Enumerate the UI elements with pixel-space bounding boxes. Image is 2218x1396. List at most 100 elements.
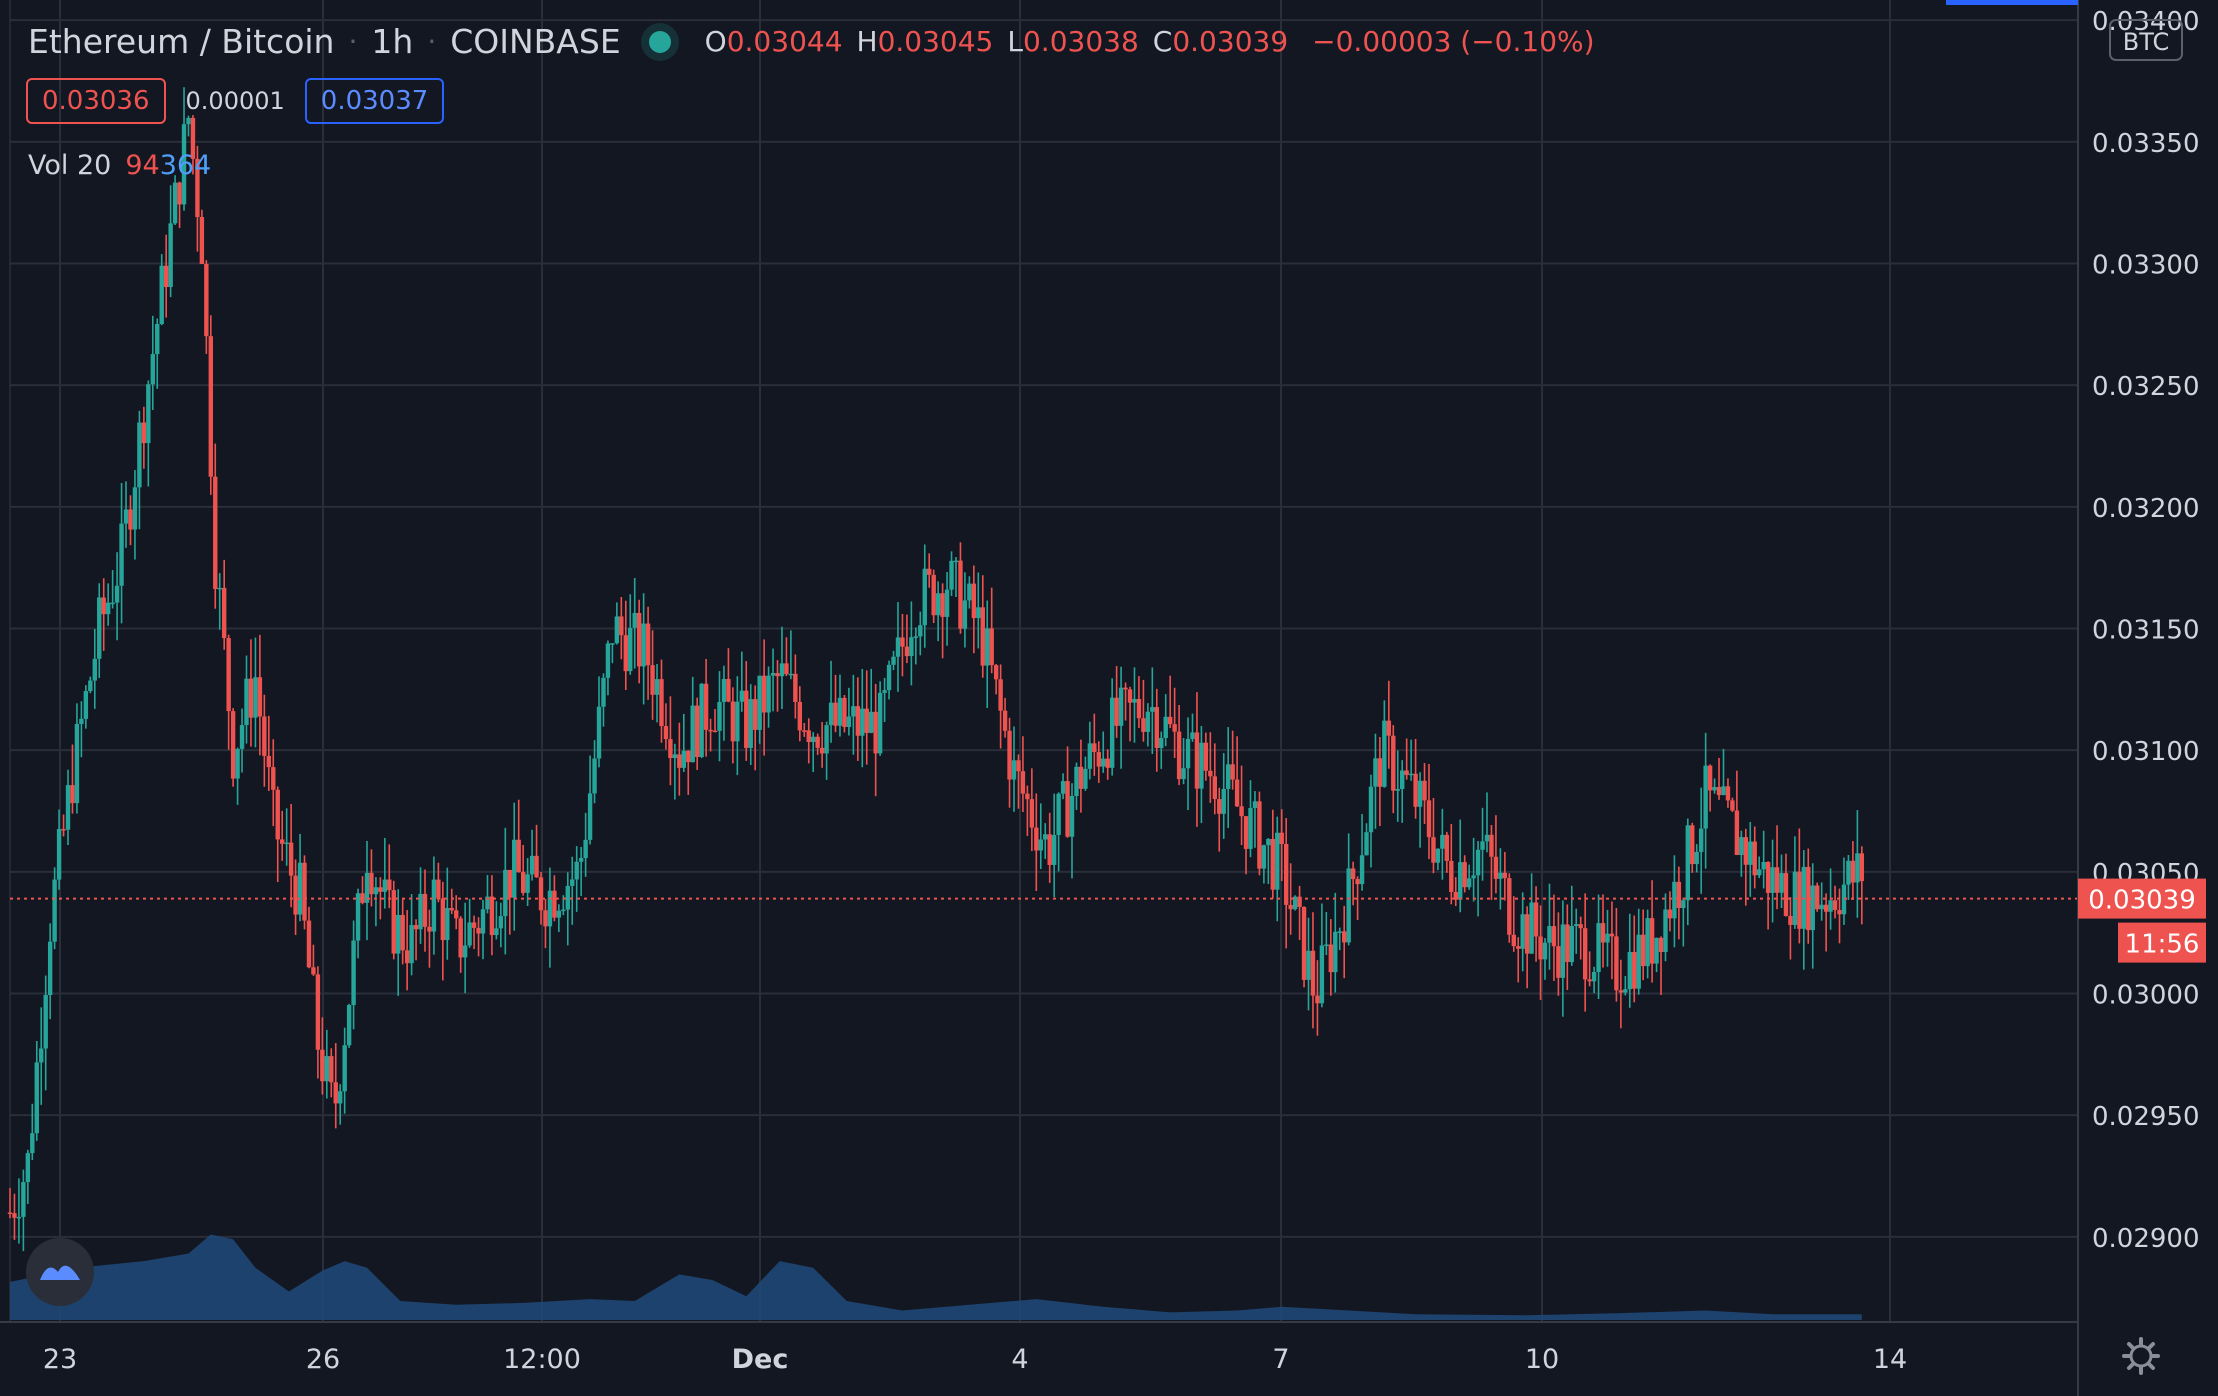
candle-body: [1417, 780, 1423, 807]
candle-body: [351, 940, 356, 1006]
currency-badge[interactable]: BTC: [2109, 19, 2183, 61]
candle-body: [1252, 801, 1258, 809]
candle-body: [1440, 834, 1445, 849]
candle-body: [1640, 934, 1646, 967]
candle-body: [92, 658, 97, 681]
candle-body: [904, 646, 910, 657]
candle-body: [1449, 860, 1454, 892]
candle-body: [1306, 950, 1311, 980]
candle-body: [931, 574, 936, 616]
candle-body: [628, 627, 633, 672]
candle-body: [1083, 768, 1088, 789]
candle-body: [1190, 732, 1195, 739]
settings-gear-icon[interactable]: [2122, 1337, 2160, 1375]
candle-body: [726, 679, 731, 702]
market-status-icon[interactable]: [648, 30, 671, 53]
candle-body: [7, 1212, 13, 1214]
candle-body: [672, 754, 678, 759]
candle-body: [413, 925, 419, 930]
candle-body: [1672, 881, 1677, 919]
candle-body: [1551, 926, 1557, 947]
candle-body: [1069, 795, 1075, 837]
buy-price-button[interactable]: 0.03037: [304, 78, 445, 124]
current-price-label-bg: [2078, 878, 2206, 919]
candle-body: [993, 665, 999, 680]
candle-body: [1025, 793, 1030, 800]
candle-body: [1212, 776, 1217, 800]
time-axis[interactable]: 23 26 12:00 Dec 4 7 10 14: [0, 1238, 2160, 1375]
logo-icon[interactable]: [26, 1238, 94, 1306]
candle-body: [1225, 764, 1231, 789]
price-axis[interactable]: 0.029000.029500.030000.030500.031000.031…: [1946, 0, 2206, 1396]
legend-separator: ·: [348, 25, 358, 58]
candle-body: [632, 612, 637, 628]
candle-body: [257, 677, 263, 717]
candle-body: [338, 1091, 343, 1104]
candle-body: [1185, 738, 1191, 769]
currency-badge-label: BTC: [2123, 28, 2169, 56]
candle-body: [1127, 689, 1133, 703]
candle-body: [119, 523, 124, 586]
candle-body: [922, 568, 927, 626]
candle-body: [766, 675, 771, 713]
candle-body: [101, 597, 106, 615]
candle-body: [1172, 724, 1177, 732]
candle-body: [480, 909, 486, 934]
candle-body: [1288, 904, 1293, 910]
current-price-label[interactable]: 0.03039: [2078, 878, 2206, 919]
candle-body: [793, 673, 798, 702]
candle-body: [1444, 834, 1450, 861]
volume-label[interactable]: Vol 20: [28, 150, 112, 181]
candle-body: [864, 708, 869, 733]
candle-body: [471, 922, 477, 928]
candlestick-series: [7, 87, 1865, 1252]
candle-body: [1092, 743, 1097, 753]
candle-body: [677, 754, 682, 768]
candle-body: [1408, 773, 1414, 776]
candle-body: [998, 679, 1003, 711]
candle-body: [1716, 787, 1722, 796]
candle-body: [1315, 995, 1320, 1004]
candle-body: [141, 422, 147, 444]
candle-body: [739, 690, 745, 702]
candle-body: [128, 509, 133, 530]
bar-countdown-text: 11:56: [2125, 930, 2200, 960]
candle-body: [654, 679, 660, 695]
candle-body: [770, 673, 776, 676]
candle-body: [592, 758, 597, 794]
interval[interactable]: 1h: [371, 22, 414, 61]
candle-body: [1734, 810, 1740, 856]
open-label: O: [704, 25, 727, 58]
close-label: C: [1152, 25, 1173, 58]
candle-body: [1645, 918, 1650, 967]
price-tick-label: 0.02950: [2092, 1102, 2200, 1132]
candle-body: [373, 887, 379, 895]
candle-body: [204, 263, 209, 337]
candle-body: [935, 593, 941, 616]
candle-body: [1002, 710, 1008, 731]
candle-body: [105, 602, 111, 615]
candle-body: [1783, 873, 1789, 916]
candle-body: [1694, 851, 1699, 865]
candle-body: [860, 708, 865, 736]
candle-body: [1359, 855, 1365, 885]
candle-body: [1855, 853, 1860, 883]
candle-body: [663, 726, 669, 740]
candle-body: [1810, 885, 1815, 931]
candle-body: [913, 636, 919, 638]
candle-body: [1484, 834, 1490, 842]
symbol-name[interactable]: Ethereum / Bitcoin: [28, 22, 335, 61]
sell-price-button[interactable]: 0.03036: [26, 78, 166, 124]
candle-body: [1850, 860, 1856, 883]
volume-area-fill: [10, 1234, 1862, 1320]
candle-body: [83, 691, 89, 719]
candle-body: [1725, 786, 1731, 801]
candle-body: [538, 877, 544, 911]
candle-body: [565, 885, 570, 910]
candle-body: [436, 879, 441, 899]
time-tick-label: 4: [1011, 1344, 1028, 1375]
candle-body: [1239, 806, 1244, 817]
candle-body: [458, 918, 463, 958]
candle-body: [1587, 979, 1592, 982]
